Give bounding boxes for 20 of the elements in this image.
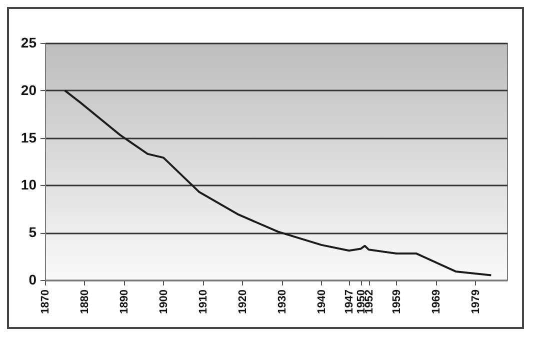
x-tick-label: 1952 — [363, 290, 376, 314]
x-tick-label: 1900 — [158, 290, 170, 314]
x-tick-label: 1969 — [430, 290, 442, 314]
y-tick-label: 0 — [28, 272, 37, 288]
x-tick-label: 1880 — [78, 290, 91, 314]
x-tick-label: 1940 — [316, 290, 328, 314]
x-tick-label: 1979 — [470, 290, 482, 314]
line-series — [64, 89, 492, 276]
y-tick-label: 5 — [28, 224, 37, 240]
x-tick-label: 1890 — [118, 290, 130, 314]
x-tick-label: 1959 — [390, 290, 403, 314]
x-tick-label: 1920 — [236, 290, 249, 314]
x-tick-label: 1930 — [276, 290, 288, 314]
x-tick-label: 1947 — [344, 290, 356, 314]
x-tick-label: 1910 — [197, 290, 210, 314]
y-tick-label: 15 — [20, 129, 37, 146]
x-tick-label: 1870 — [40, 290, 52, 314]
y-tick-label: 20 — [20, 82, 37, 98]
y-tick-label: 10 — [20, 176, 37, 193]
y-tick-label: 25 — [20, 34, 37, 50]
